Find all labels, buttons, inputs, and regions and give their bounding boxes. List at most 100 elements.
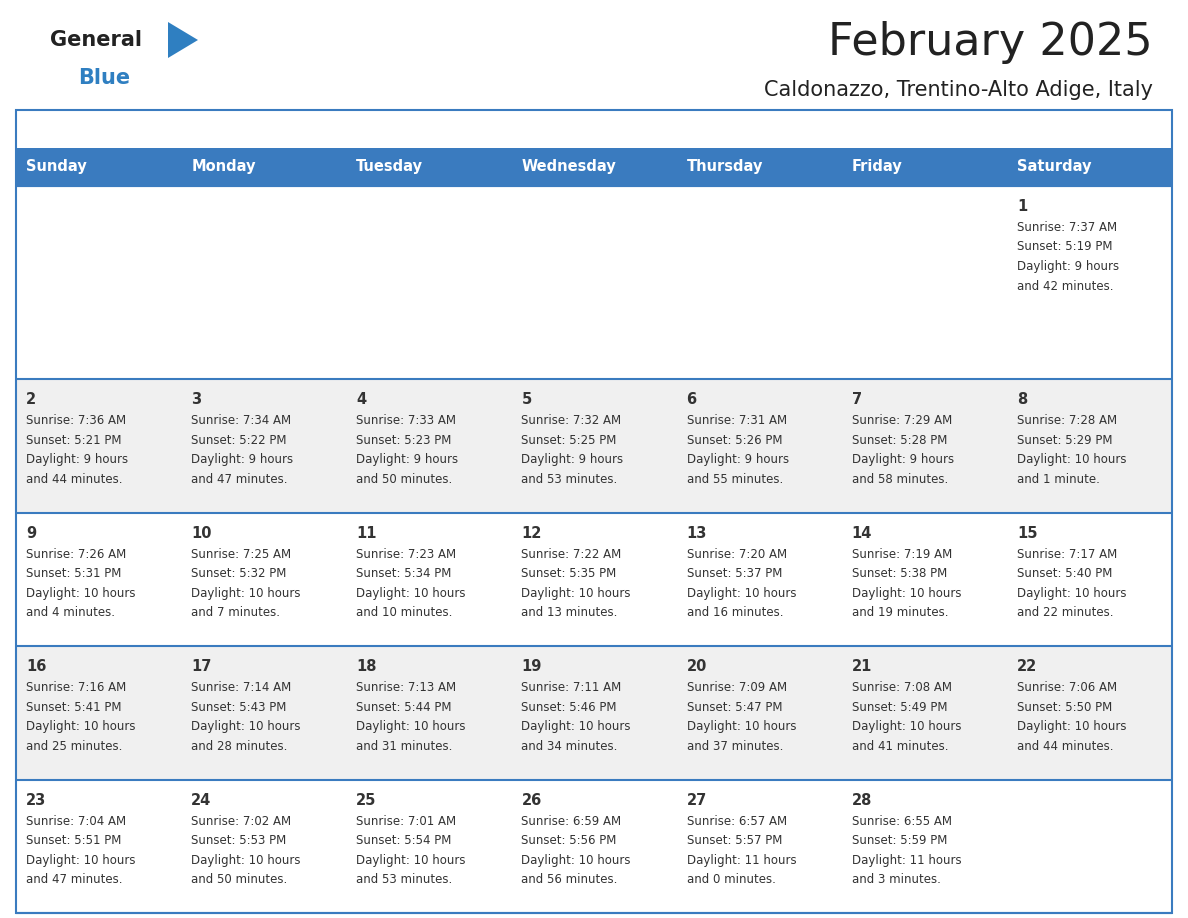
Text: Daylight: 10 hours: Daylight: 10 hours (687, 721, 796, 733)
Text: Sunrise: 7:08 AM: Sunrise: 7:08 AM (852, 681, 952, 694)
Text: Sunrise: 7:02 AM: Sunrise: 7:02 AM (191, 814, 291, 828)
Text: Friday: Friday (852, 160, 903, 174)
Bar (15, 110, 1173, 913)
Text: Daylight: 9 hours: Daylight: 9 hours (687, 453, 789, 466)
Text: and 4 minutes.: and 4 minutes. (26, 606, 115, 620)
Text: Sunrise: 7:04 AM: Sunrise: 7:04 AM (26, 814, 126, 828)
Text: and 28 minutes.: and 28 minutes. (191, 740, 287, 753)
Text: Daylight: 10 hours: Daylight: 10 hours (852, 721, 961, 733)
Text: and 31 minutes.: and 31 minutes. (356, 740, 453, 753)
Text: Daylight: 10 hours: Daylight: 10 hours (191, 721, 301, 733)
Text: Daylight: 10 hours: Daylight: 10 hours (522, 587, 631, 599)
Bar (181, 148, 346, 186)
Bar (15, 379, 1173, 513)
Text: Sunset: 5:57 PM: Sunset: 5:57 PM (687, 834, 782, 847)
Text: 16: 16 (26, 659, 46, 674)
Text: and 13 minutes.: and 13 minutes. (522, 606, 618, 620)
Text: Sunset: 5:35 PM: Sunset: 5:35 PM (522, 567, 617, 580)
Bar (346, 148, 511, 186)
Text: and 55 minutes.: and 55 minutes. (687, 473, 783, 486)
Text: 15: 15 (1017, 526, 1037, 541)
Text: and 53 minutes.: and 53 minutes. (522, 473, 618, 486)
Text: and 47 minutes.: and 47 minutes. (26, 873, 122, 886)
Text: 27: 27 (687, 792, 707, 808)
Text: Daylight: 10 hours: Daylight: 10 hours (26, 721, 135, 733)
Text: Daylight: 9 hours: Daylight: 9 hours (356, 453, 459, 466)
Text: Sunset: 5:26 PM: Sunset: 5:26 PM (687, 434, 782, 447)
Text: Monday: Monday (191, 160, 255, 174)
Text: Sunrise: 7:17 AM: Sunrise: 7:17 AM (1017, 548, 1117, 561)
Text: General: General (50, 30, 143, 50)
Text: Sunset: 5:44 PM: Sunset: 5:44 PM (356, 700, 451, 713)
Text: Daylight: 10 hours: Daylight: 10 hours (191, 587, 301, 599)
Text: Sunset: 5:53 PM: Sunset: 5:53 PM (191, 834, 286, 847)
Text: and 0 minutes.: and 0 minutes. (687, 873, 776, 886)
Text: Sunrise: 7:23 AM: Sunrise: 7:23 AM (356, 548, 456, 561)
Text: Sunrise: 7:22 AM: Sunrise: 7:22 AM (522, 548, 621, 561)
Text: Daylight: 11 hours: Daylight: 11 hours (687, 854, 796, 867)
Text: 5: 5 (522, 392, 532, 408)
Text: 25: 25 (356, 792, 377, 808)
Text: Daylight: 10 hours: Daylight: 10 hours (356, 854, 466, 867)
Text: and 58 minutes.: and 58 minutes. (852, 473, 948, 486)
Text: and 50 minutes.: and 50 minutes. (356, 473, 453, 486)
Text: Sunrise: 7:09 AM: Sunrise: 7:09 AM (687, 681, 786, 694)
Text: Daylight: 10 hours: Daylight: 10 hours (852, 587, 961, 599)
Text: 7: 7 (852, 392, 861, 408)
Text: and 47 minutes.: and 47 minutes. (191, 473, 287, 486)
Text: and 44 minutes.: and 44 minutes. (26, 473, 122, 486)
Text: Sunset: 5:21 PM: Sunset: 5:21 PM (26, 434, 121, 447)
Text: Sunrise: 7:20 AM: Sunrise: 7:20 AM (687, 548, 786, 561)
Text: Sunrise: 7:29 AM: Sunrise: 7:29 AM (852, 414, 952, 428)
Text: Sunset: 5:31 PM: Sunset: 5:31 PM (26, 567, 121, 580)
Text: and 10 minutes.: and 10 minutes. (356, 606, 453, 620)
Text: Sunrise: 6:59 AM: Sunrise: 6:59 AM (522, 814, 621, 828)
Text: and 56 minutes.: and 56 minutes. (522, 873, 618, 886)
Text: Sunset: 5:59 PM: Sunset: 5:59 PM (852, 834, 947, 847)
Text: Sunset: 5:54 PM: Sunset: 5:54 PM (356, 834, 451, 847)
Text: Sunset: 5:25 PM: Sunset: 5:25 PM (522, 434, 617, 447)
Text: Sunrise: 7:19 AM: Sunrise: 7:19 AM (852, 548, 952, 561)
Text: Sunset: 5:32 PM: Sunset: 5:32 PM (191, 567, 286, 580)
Text: Sunset: 5:40 PM: Sunset: 5:40 PM (1017, 567, 1112, 580)
Text: 13: 13 (687, 526, 707, 541)
Text: 22: 22 (1017, 659, 1037, 674)
Text: and 44 minutes.: and 44 minutes. (1017, 740, 1113, 753)
Text: and 50 minutes.: and 50 minutes. (191, 873, 287, 886)
Text: Sunrise: 7:01 AM: Sunrise: 7:01 AM (356, 814, 456, 828)
Text: Sunset: 5:34 PM: Sunset: 5:34 PM (356, 567, 451, 580)
Text: Wednesday: Wednesday (522, 160, 617, 174)
Text: 17: 17 (191, 659, 211, 674)
Text: 18: 18 (356, 659, 377, 674)
Text: Sunday: Sunday (26, 160, 87, 174)
Text: and 16 minutes.: and 16 minutes. (687, 606, 783, 620)
Text: Daylight: 9 hours: Daylight: 9 hours (191, 453, 293, 466)
Text: and 7 minutes.: and 7 minutes. (191, 606, 280, 620)
Text: Thursday: Thursday (687, 160, 763, 174)
Text: 14: 14 (852, 526, 872, 541)
Text: Sunset: 5:50 PM: Sunset: 5:50 PM (1017, 700, 1112, 713)
Text: Sunrise: 6:55 AM: Sunrise: 6:55 AM (852, 814, 952, 828)
Text: and 41 minutes.: and 41 minutes. (852, 740, 948, 753)
Text: Sunset: 5:51 PM: Sunset: 5:51 PM (26, 834, 121, 847)
Text: and 22 minutes.: and 22 minutes. (1017, 606, 1113, 620)
Text: Daylight: 10 hours: Daylight: 10 hours (1017, 587, 1126, 599)
Text: Daylight: 10 hours: Daylight: 10 hours (687, 587, 796, 599)
Text: Sunrise: 7:33 AM: Sunrise: 7:33 AM (356, 414, 456, 428)
Bar (511, 148, 677, 186)
Text: Sunset: 5:38 PM: Sunset: 5:38 PM (852, 567, 947, 580)
Text: Sunrise: 6:57 AM: Sunrise: 6:57 AM (687, 814, 786, 828)
Text: 19: 19 (522, 659, 542, 674)
Text: Daylight: 10 hours: Daylight: 10 hours (522, 721, 631, 733)
Text: Sunset: 5:37 PM: Sunset: 5:37 PM (687, 567, 782, 580)
Polygon shape (168, 22, 198, 58)
Text: Daylight: 10 hours: Daylight: 10 hours (26, 587, 135, 599)
Text: and 42 minutes.: and 42 minutes. (1017, 279, 1113, 293)
Text: Sunrise: 7:37 AM: Sunrise: 7:37 AM (1017, 221, 1117, 234)
Bar (1007, 148, 1173, 186)
Text: Sunset: 5:56 PM: Sunset: 5:56 PM (522, 834, 617, 847)
Bar (15, 148, 181, 186)
Text: 6: 6 (687, 392, 696, 408)
Text: Sunrise: 7:36 AM: Sunrise: 7:36 AM (26, 414, 126, 428)
Text: Sunset: 5:41 PM: Sunset: 5:41 PM (26, 700, 121, 713)
